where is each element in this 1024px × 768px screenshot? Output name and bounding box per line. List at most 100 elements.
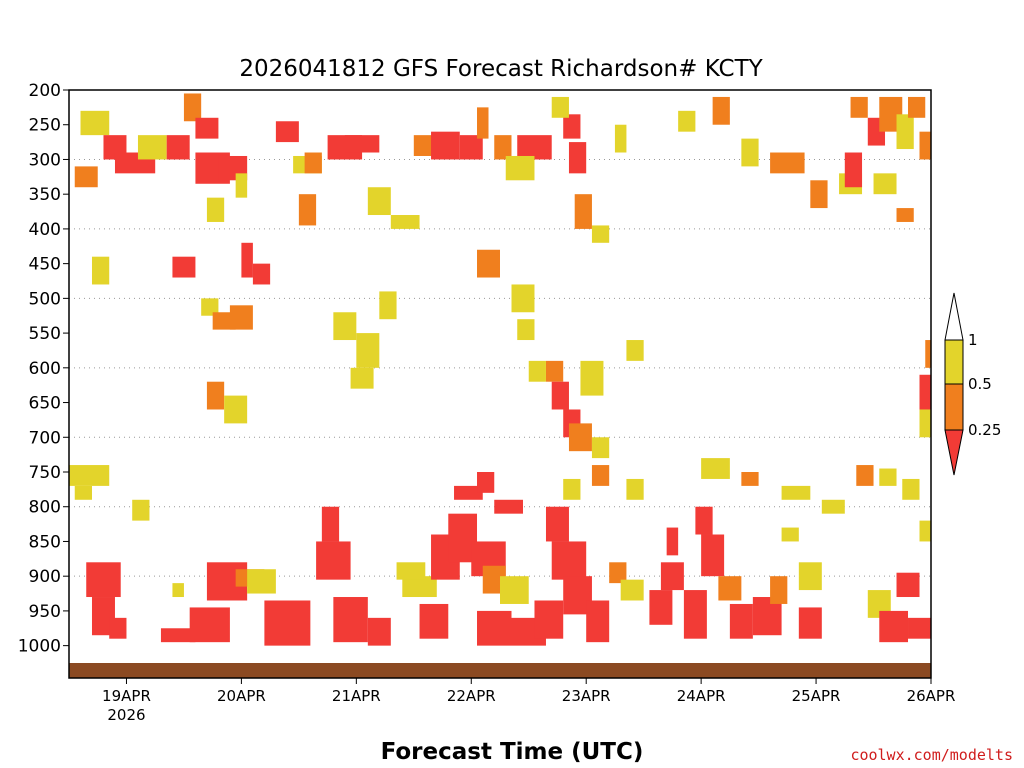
heatmap-cell bbox=[609, 562, 627, 584]
surface-band bbox=[69, 661, 931, 678]
heatmap-cell bbox=[879, 610, 909, 643]
heatmap-cells bbox=[69, 93, 931, 646]
heatmap-cell bbox=[844, 152, 863, 188]
heatmap-cell bbox=[477, 249, 500, 278]
heatmap-cell bbox=[551, 541, 587, 580]
heatmap-cell bbox=[856, 465, 874, 486]
heatmap-cell bbox=[109, 617, 127, 639]
heatmap-cell bbox=[69, 465, 110, 486]
heatmap-cell bbox=[798, 607, 822, 639]
heatmap-cell bbox=[172, 256, 196, 278]
heatmap-cell bbox=[781, 485, 811, 500]
heatmap-cell bbox=[591, 225, 610, 243]
heatmap-cell bbox=[367, 617, 391, 646]
heatmap-cell bbox=[741, 138, 759, 167]
ground-band bbox=[69, 663, 931, 678]
heatmap-cell bbox=[454, 485, 483, 500]
y-tick-label: 300 bbox=[29, 150, 61, 170]
heatmap-cell bbox=[419, 603, 449, 639]
heatmap-cell bbox=[649, 590, 673, 625]
heatmap-cell bbox=[275, 121, 299, 143]
heatmap-cell bbox=[91, 597, 115, 636]
heatmap-cell bbox=[896, 572, 920, 598]
heatmap-cell bbox=[264, 600, 311, 646]
colorbar-label: 0.25 bbox=[968, 421, 1001, 439]
heatmap-cell bbox=[580, 360, 604, 396]
heatmap-cell bbox=[626, 478, 644, 500]
heatmap-cell bbox=[166, 135, 190, 160]
x-axis-label: Forecast Time (UTC) bbox=[381, 739, 644, 765]
heatmap-cell bbox=[850, 96, 868, 118]
heatmap-cell bbox=[545, 506, 569, 542]
heatmap-cell bbox=[568, 142, 587, 174]
heatmap-cell bbox=[500, 576, 529, 604]
heatmap-cell bbox=[396, 562, 426, 580]
heatmap-cell bbox=[160, 628, 196, 643]
heatmap-cell bbox=[908, 96, 926, 118]
y-tick-label: 800 bbox=[29, 498, 61, 518]
heatmap-cell bbox=[919, 374, 931, 410]
heatmap-cell bbox=[534, 600, 564, 639]
heatmap-cell bbox=[591, 465, 610, 486]
heatmap-cell bbox=[477, 107, 489, 139]
heatmap-cell bbox=[563, 478, 581, 500]
colorbar-label: 0.5 bbox=[968, 375, 992, 393]
heatmap-cell bbox=[545, 360, 564, 382]
heatmap-cell bbox=[770, 576, 788, 604]
heatmap-cell bbox=[74, 166, 98, 188]
heatmap-cell bbox=[551, 96, 569, 118]
colorbar-segment-red bbox=[944, 429, 964, 476]
heatmap-cell bbox=[413, 135, 437, 156]
heatmap-cell bbox=[729, 603, 753, 639]
heatmap-cell bbox=[206, 197, 225, 222]
heatmap-cell bbox=[132, 499, 150, 521]
colorbar-label: 1 bbox=[968, 331, 978, 349]
heatmap-cell bbox=[925, 340, 931, 368]
heatmap-cell bbox=[367, 187, 391, 216]
heatmap-cell bbox=[908, 617, 931, 639]
x-tick-label: 25APR bbox=[792, 687, 841, 705]
heatmap-cell bbox=[91, 256, 110, 285]
heatmap-cell bbox=[137, 135, 167, 160]
x-tick-label: 23APR bbox=[562, 687, 611, 705]
heatmap-cell bbox=[660, 562, 684, 591]
y-tick-label: 900 bbox=[29, 567, 61, 587]
heatmap-cell bbox=[896, 114, 914, 150]
heatmap-cell bbox=[666, 527, 679, 556]
colorbar-segment-above-1 bbox=[944, 292, 964, 341]
heatmap-cell bbox=[333, 312, 357, 341]
plot-frame bbox=[68, 89, 932, 679]
credit-text: coolwx.com/modelts bbox=[850, 746, 1013, 764]
heatmap-cell bbox=[879, 468, 897, 486]
x-tick-label: 22APR bbox=[447, 687, 496, 705]
y-tick-label: 650 bbox=[29, 394, 61, 414]
heatmap-cell bbox=[678, 110, 696, 132]
heatmap-cell bbox=[896, 208, 914, 222]
y-tick-label: 850 bbox=[29, 532, 61, 552]
y-tick-label: 450 bbox=[29, 255, 61, 275]
y-tick-label: 350 bbox=[29, 185, 61, 205]
x-tick-label: 24APR bbox=[677, 687, 726, 705]
heatmap-cell bbox=[224, 395, 248, 424]
heatmap-cell bbox=[201, 298, 219, 316]
heatmap-cell bbox=[586, 600, 610, 643]
heatmap-cell bbox=[902, 478, 920, 500]
heatmap-cell bbox=[511, 284, 535, 313]
heatmap-cell bbox=[770, 152, 805, 174]
y-tick-label: 600 bbox=[29, 359, 61, 379]
chart-title: 2026041812 GFS Forecast Richardson# KCTY bbox=[239, 56, 763, 82]
heatmap-cell bbox=[873, 173, 897, 195]
heatmap-cell bbox=[517, 319, 535, 341]
heatmap-cell bbox=[344, 135, 380, 153]
x-tick-sublabel: 2026 bbox=[107, 706, 145, 724]
heatmap-cell bbox=[402, 576, 437, 598]
heatmap-cell bbox=[247, 569, 276, 594]
heatmap-cell bbox=[494, 499, 523, 514]
y-tick-label: 1000 bbox=[18, 637, 61, 657]
heatmap-cell bbox=[189, 607, 230, 643]
heatmap-cell bbox=[781, 527, 799, 542]
heatmap-cell bbox=[683, 590, 707, 639]
heatmap-cell bbox=[252, 263, 271, 285]
heatmap-cell bbox=[477, 472, 495, 493]
